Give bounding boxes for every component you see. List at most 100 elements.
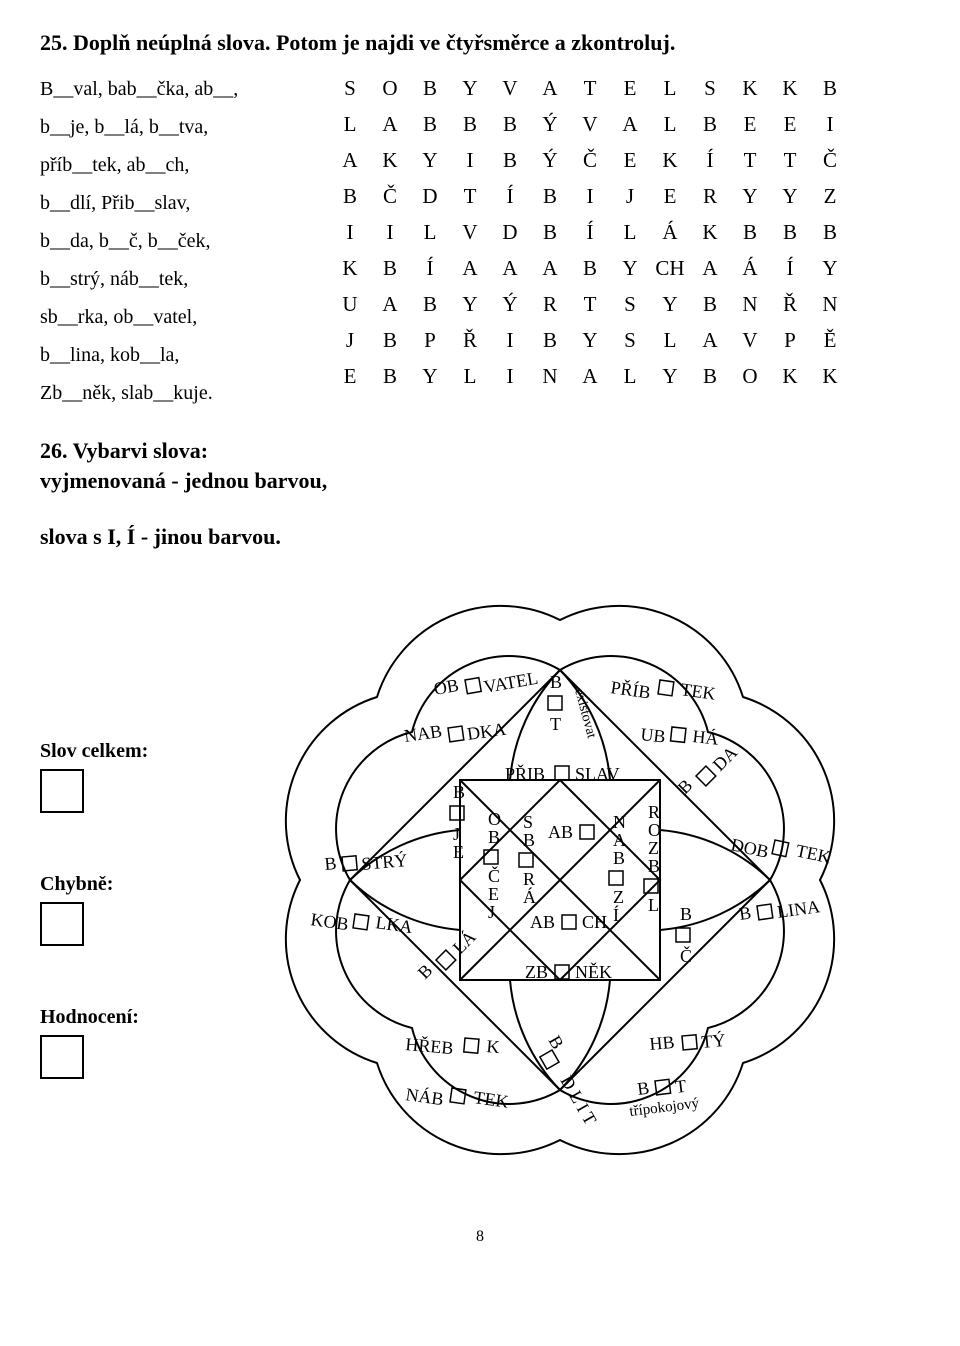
ex25-word-line: B__val, bab__čka, ab__, [40,70,300,108]
grid-cell: S [690,70,730,106]
ex25-word-line: b__dlí, Přib__slav, [40,184,300,222]
grid-cell: V [570,106,610,142]
grid-cell: N [730,286,770,322]
svg-text:AB: AB [530,912,555,932]
grid-cell: P [410,322,450,358]
grid-cell: B [410,286,450,322]
svg-text:PŘIB: PŘIB [505,763,545,784]
grid-cell: E [610,70,650,106]
grid-cell: Y [410,358,450,394]
grid-cell: Y [810,250,850,286]
page-number: 8 [40,1228,920,1246]
grid-cell: O [370,70,410,106]
svg-text:J: J [453,824,460,844]
svg-text:S: S [523,812,533,832]
grid-cell: B [810,70,850,106]
grid-cell: V [450,214,490,250]
grid-cell: Ř [450,322,490,358]
grid-cell: Á [650,214,690,250]
grid-cell: Y [410,142,450,178]
svg-text:B: B [523,830,535,850]
grid-cell: A [610,106,650,142]
slov-celkem-box[interactable] [40,769,84,813]
grid-cell: A [690,322,730,358]
grid-cell: K [770,358,810,394]
grid-cell: K [650,142,690,178]
grid-cell: L [650,322,690,358]
grid-cell: I [450,142,490,178]
svg-text:D L I T: D L I T [557,1072,601,1128]
ex25-words: B__val, bab__čka, ab__, b__je, b__lá, b_… [40,70,300,412]
grid-cell: B [570,250,610,286]
svg-text:O: O [648,820,661,840]
grid-cell: L [650,106,690,142]
grid-cell: Y [450,286,490,322]
grid-cell: V [730,322,770,358]
svg-text:STRÝ: STRÝ [361,849,409,874]
svg-text:Z: Z [648,838,659,858]
hodnoceni-box[interactable] [40,1035,84,1079]
grid-cell: Y [570,322,610,358]
svg-text:TEK: TEK [794,840,832,867]
grid-cell: Ý [530,106,570,142]
svg-text:SLAV: SLAV [575,764,620,784]
svg-text:DOB: DOB [729,834,770,861]
svg-text:R: R [523,869,535,889]
grid-cell: K [810,358,850,394]
grid-cell: L [610,358,650,394]
grid-cell: N [810,286,850,322]
svg-text:Č: Č [488,865,500,886]
grid-cell: L [650,70,690,106]
svg-text:CH: CH [582,912,607,932]
svg-text:B: B [613,848,625,868]
grid-cell: A [370,286,410,322]
grid-cell: L [450,358,490,394]
svg-text:Á: Á [523,886,536,907]
grid-cell: D [410,178,450,214]
svg-text:HÁ: HÁ [692,725,720,749]
grid-cell: A [490,250,530,286]
grid-cell: B [530,322,570,358]
svg-text:A: A [613,830,626,850]
grid-cell: B [810,214,850,250]
grid-cell: A [530,250,570,286]
svg-text:KOB: KOB [309,909,349,934]
grid-cell: Y [650,358,690,394]
svg-text:UB: UB [640,724,667,747]
chybne-box[interactable] [40,902,84,946]
svg-text:L: L [648,895,659,915]
grid-cell: K [770,70,810,106]
svg-text:TÝ: TÝ [701,1029,727,1052]
svg-text:HB: HB [649,1032,676,1054]
svg-text:OB: OB [432,675,460,699]
grid-cell: D [490,214,530,250]
grid-cell: B [770,214,810,250]
chybne-label: Chybně: [40,873,210,896]
grid-cell: E [770,106,810,142]
grid-cell: Ý [530,142,570,178]
grid-cell: I [330,214,370,250]
grid-cell: S [610,286,650,322]
grid-cell: L [330,106,370,142]
grid-cell: I [490,322,530,358]
ex25-block: B__val, bab__čka, ab__, b__je, b__lá, b_… [40,70,920,412]
grid-cell: B [730,214,770,250]
hodnoceni-label: Hodnocení: [40,1006,210,1029]
ex26-line2: vyjmenovaná - jednou barvou, [40,468,920,494]
grid-cell: B [490,142,530,178]
grid-cell: Í [570,214,610,250]
grid-cell: Á [730,250,770,286]
grid-cell: Í [410,250,450,286]
svg-text:TEK: TEK [679,679,716,704]
grid-cell: A [530,70,570,106]
svg-text:LINA: LINA [776,896,821,922]
svg-text:PŘÍB: PŘÍB [609,676,652,702]
grid-cell: B [410,70,450,106]
grid-cell: V [490,70,530,106]
grid-cell: A [570,358,610,394]
grid-cell: A [450,250,490,286]
grid-cell: B [690,358,730,394]
svg-text:AB: AB [548,822,573,842]
grid-cell: B [530,178,570,214]
grid-cell: Í [490,178,530,214]
